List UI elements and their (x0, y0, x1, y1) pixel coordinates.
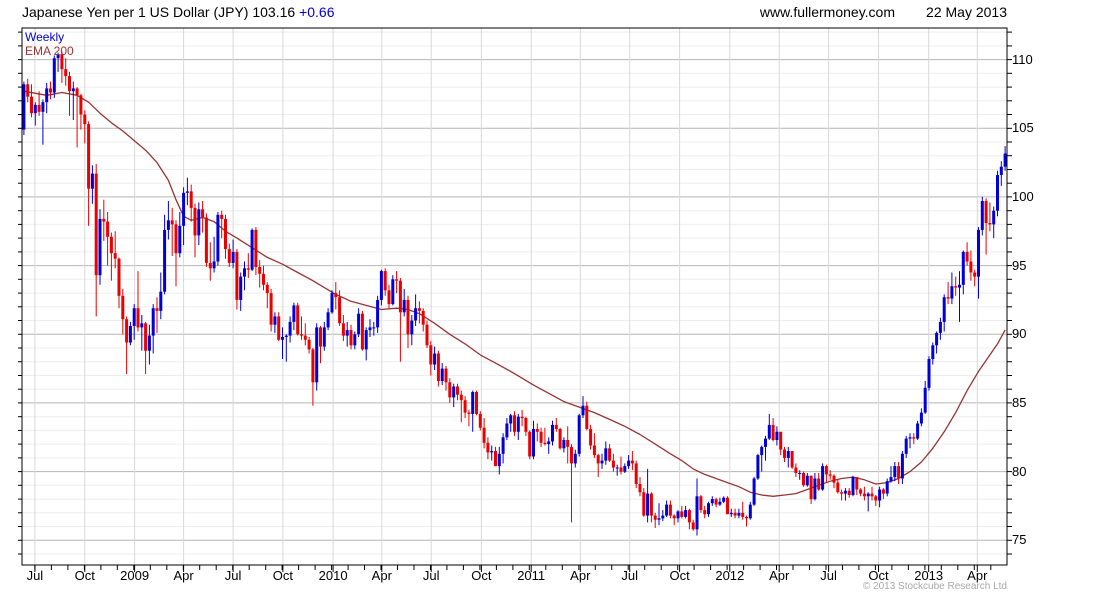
price-change: +0.66 (299, 4, 335, 20)
y-axis-label: 75 (1012, 532, 1027, 548)
x-axis-label: 2009 (120, 568, 150, 583)
x-axis-label: Oct (272, 568, 294, 583)
x-axis-label: Oct (74, 568, 95, 583)
x-axis-label: Apr (173, 568, 194, 583)
x-axis-label: 2011 (517, 568, 546, 583)
x-axis-label: 2012 (715, 568, 745, 583)
x-axis-label: Jul (224, 568, 242, 583)
axes-ticks (18, 27, 1012, 572)
legend-timeframe: Weekly (25, 30, 65, 44)
copyright-notice: © 2013 Stockcube Research Ltd (862, 581, 1007, 592)
y-axis-label: 110 (1012, 51, 1033, 67)
page-title: Japanese Yen per 1 US Dollar (JPY) 103.1… (22, 4, 335, 20)
x-axis-label: Oct (471, 568, 492, 583)
website-label: www.fullermoney.com (759, 4, 895, 20)
x-axis-label: Oct (669, 568, 690, 583)
grid-lines (22, 28, 1007, 565)
y-axis-label: 85 (1012, 394, 1027, 410)
x-axis-label: Jul (422, 568, 440, 583)
y-axis-label: 95 (1012, 257, 1027, 273)
date-label: 22 May 2013 (926, 4, 1007, 20)
legend-ema-200: EMA 200 (25, 44, 74, 58)
candlesticks (22, 51, 1007, 536)
x-axis-label: Jul (621, 568, 638, 583)
x-axis-label: Apr (769, 568, 790, 583)
y-axis-label: 100 (1012, 188, 1034, 204)
y-axis-label: 80 (1012, 463, 1027, 479)
x-axis-label: 2010 (318, 568, 348, 583)
x-axis-label: Jul (26, 568, 44, 583)
x-axis-label: Apr (570, 568, 591, 583)
x-axis-label: Oct (868, 568, 889, 583)
x-axis-label: Apr (371, 568, 392, 583)
x-axis-label: Jul (820, 568, 837, 583)
instrument-title: Japanese Yen per 1 US Dollar (JPY) 103.1… (22, 4, 296, 20)
y-axis-label: 105 (1012, 120, 1034, 136)
y-axis-label: 90 (1012, 326, 1027, 342)
x-axis-label: Apr (967, 568, 988, 583)
x-axis-label: 2013 (914, 568, 944, 583)
